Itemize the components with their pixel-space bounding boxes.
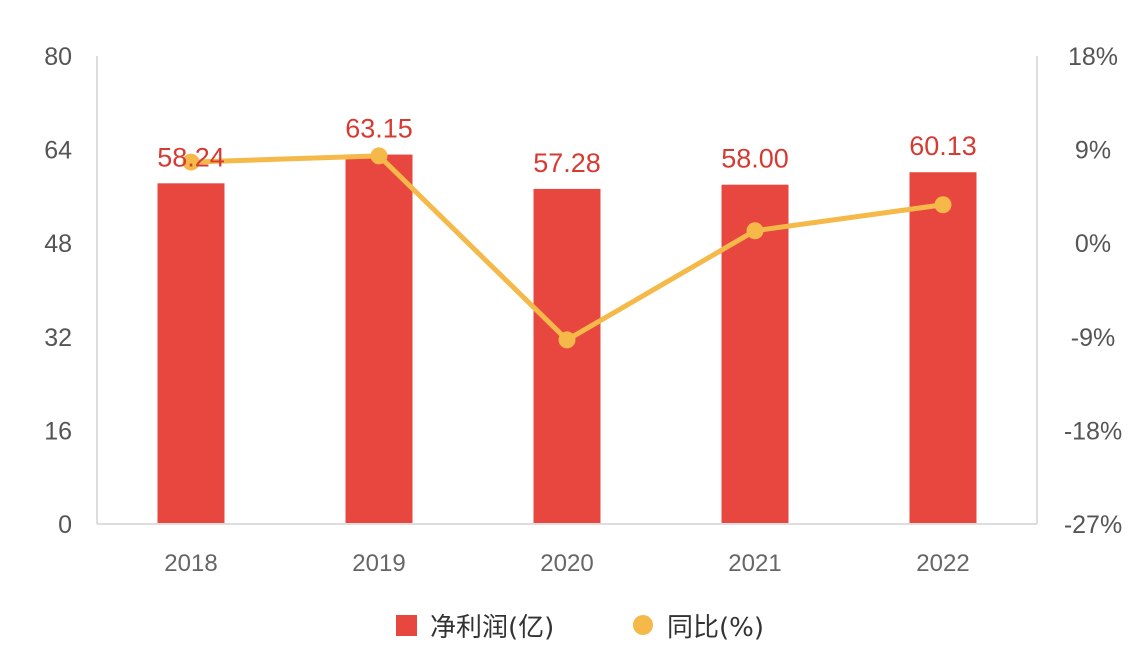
legend-swatch-yoy [633,615,653,635]
category-label: 2022 [916,550,969,577]
bar-data-label: 63.15 [345,114,413,144]
bar-data-label: 60.13 [909,131,977,161]
legend-label-yoy: 同比(%) [667,613,764,643]
right-tick-label: -18% [1064,417,1122,445]
category-label: 2020 [540,550,593,577]
bar [157,183,225,524]
left-tick-label: 0 [58,511,72,539]
right-axis-ticks: -27% -18% -9% 0% 9% 18% [1064,43,1122,539]
bar-data-label: 58.24 [157,142,225,172]
left-tick-label: 32 [44,324,72,352]
bar-data-label: 58.00 [721,144,789,174]
legend-label-net-profit: 净利润(亿) [430,613,554,643]
bar [533,188,601,525]
category-label: 2021 [728,550,781,577]
left-tick-label: 64 [44,137,72,165]
category-labels: 2018 2019 2020 2021 2022 [164,550,969,577]
left-axis-ticks: 0 16 32 48 64 80 [44,43,72,539]
left-tick-label: 80 [44,43,72,71]
legend: 净利润(亿) 同比(%) [396,613,764,643]
right-tick-label: -27% [1064,511,1122,539]
yoy-point [558,331,576,349]
yoy-point [182,153,200,171]
yoy-point [370,147,388,165]
left-tick-label: 16 [44,417,72,445]
bar-data-labels: 58.24 63.15 57.28 58.00 60.13 [157,114,977,178]
right-tick-label: 18% [1068,43,1118,71]
right-tick-label: 9% [1075,137,1111,165]
bar [345,154,413,524]
right-tick-label: 0% [1075,230,1111,258]
bar-data-label: 57.28 [533,148,601,178]
line-series [182,147,952,349]
category-label: 2019 [352,550,405,577]
left-tick-label: 48 [44,230,72,258]
category-label: 2018 [164,550,217,577]
legend-swatch-net-profit [396,615,417,636]
bar [909,172,977,524]
right-tick-label: -9% [1071,324,1115,352]
yoy-point [746,222,764,240]
yoy-point [934,196,952,214]
